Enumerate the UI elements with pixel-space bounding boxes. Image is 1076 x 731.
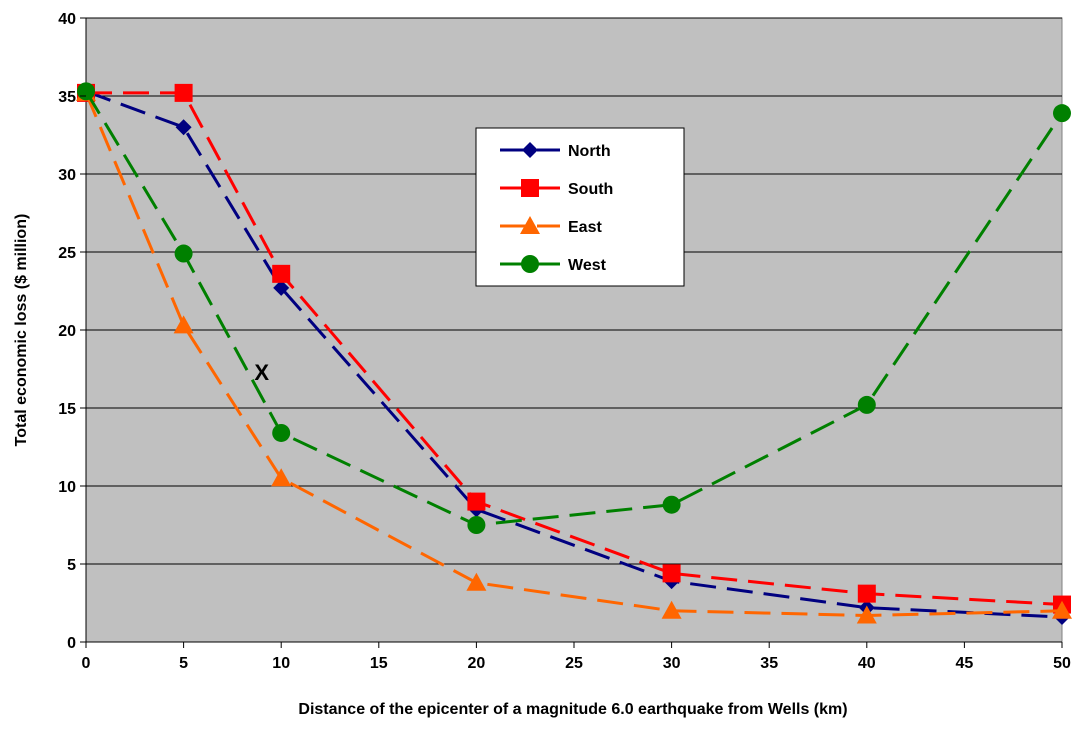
point-north-5 bbox=[175, 119, 192, 136]
x-tick-label-45: 45 bbox=[956, 655, 974, 672]
legend-label-north: North bbox=[568, 143, 611, 160]
y-tick-label-15: 15 bbox=[58, 401, 76, 418]
point-south-10 bbox=[272, 264, 291, 283]
y-tick-label-10: 10 bbox=[58, 479, 76, 496]
point-west-50 bbox=[1053, 104, 1071, 123]
point-east-5 bbox=[173, 315, 194, 334]
y-tick-label-30: 30 bbox=[58, 167, 76, 184]
legend-box bbox=[475, 127, 685, 287]
x-tick-label-5: 5 bbox=[179, 655, 188, 672]
y-tick-label-20: 20 bbox=[58, 323, 76, 340]
point-south-40 bbox=[857, 584, 876, 603]
legend-label-east: East bbox=[568, 219, 602, 236]
point-south-20 bbox=[467, 492, 486, 511]
point-north-10 bbox=[273, 279, 290, 296]
y-tick-label-5: 5 bbox=[67, 557, 76, 574]
point-west-30 bbox=[662, 495, 681, 514]
legend-label-west: West bbox=[568, 257, 607, 274]
legend-marker-south bbox=[521, 179, 539, 197]
y-tick-label-40: 40 bbox=[58, 11, 76, 28]
x-tick-label-10: 10 bbox=[272, 655, 290, 672]
x-tick-label-40: 40 bbox=[858, 655, 876, 672]
legend-marker-east bbox=[520, 216, 540, 234]
x-tick-label-20: 20 bbox=[468, 655, 486, 672]
legend-label-south: South bbox=[568, 181, 613, 198]
legend: North South East West bbox=[475, 127, 685, 287]
point-west-20 bbox=[467, 516, 486, 534]
x-tick-label-15: 15 bbox=[370, 655, 388, 672]
series-west bbox=[77, 82, 1071, 534]
legend-item-north: North bbox=[500, 142, 611, 160]
y-tick-label-0: 0 bbox=[67, 635, 76, 652]
point-east-30 bbox=[661, 600, 682, 619]
legend-item-east: East bbox=[500, 216, 602, 236]
x-tick-label-35: 35 bbox=[760, 655, 778, 672]
point-west-0 bbox=[77, 82, 95, 101]
point-east-40 bbox=[856, 605, 877, 624]
y-axis-title: Total economic loss ($ million) bbox=[13, 214, 30, 447]
legend-marker-north bbox=[522, 142, 538, 158]
legend-item-west: West bbox=[500, 255, 607, 274]
point-west-5 bbox=[174, 244, 193, 263]
point-west-10 bbox=[272, 423, 291, 442]
point-east-10 bbox=[271, 468, 292, 487]
point-south-30 bbox=[662, 564, 681, 583]
point-east-50 bbox=[1052, 600, 1072, 619]
legend-item-south: South bbox=[500, 179, 613, 198]
x-tick-label-50: 50 bbox=[1053, 655, 1071, 672]
annotation-0: X bbox=[254, 360, 269, 385]
point-west-40 bbox=[857, 395, 876, 414]
y-tick-label-25: 25 bbox=[58, 245, 76, 262]
x-axis-title: Distance of the epicenter of a magnitude… bbox=[298, 701, 847, 718]
x-tick-label-25: 25 bbox=[565, 655, 583, 672]
point-east-20 bbox=[466, 572, 487, 591]
y-tick-label-35: 35 bbox=[58, 89, 76, 106]
point-south-5 bbox=[174, 83, 193, 102]
x-tick-label-0: 0 bbox=[82, 655, 91, 672]
x-tick-label-30: 30 bbox=[663, 655, 681, 672]
legend-marker-west bbox=[521, 255, 539, 273]
